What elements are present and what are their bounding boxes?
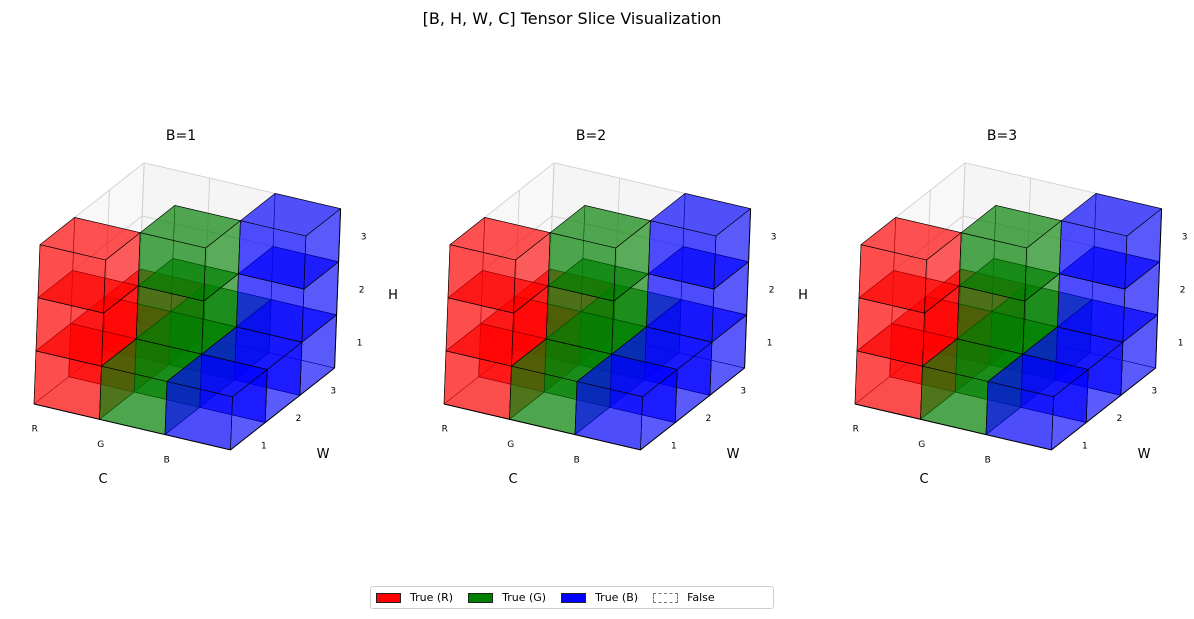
y-axis-title: W bbox=[727, 447, 740, 462]
x-tick-label: G bbox=[918, 440, 925, 450]
legend-item-g: True (G) bbox=[468, 591, 546, 604]
x-tick-label: G bbox=[97, 440, 104, 450]
panel-title: B=3 bbox=[987, 128, 1017, 144]
voxel-b bbox=[238, 193, 341, 290]
z-tick-label: 3 bbox=[771, 232, 777, 242]
y-axis-title: W bbox=[317, 447, 330, 462]
z-tick-label: 1 bbox=[1178, 338, 1184, 348]
y-tick-label: 2 bbox=[1117, 414, 1123, 424]
panel-title: B=1 bbox=[166, 128, 196, 144]
legend: True (R) True (G) True (B) False bbox=[370, 586, 774, 609]
panel-2: B=2 R G B 1 2 3 1 2 3 C W H bbox=[442, 128, 808, 487]
x-axis-line bbox=[443, 403, 641, 451]
voxel-b bbox=[985, 353, 1089, 451]
voxel-b bbox=[648, 193, 751, 290]
z-tick-label: 2 bbox=[1180, 285, 1186, 295]
x-axis-title: C bbox=[98, 472, 107, 487]
z-tick-label: 1 bbox=[767, 338, 773, 348]
x-axis-line bbox=[33, 403, 231, 451]
legend-swatch-g bbox=[468, 592, 494, 603]
x-tick-label: R bbox=[853, 425, 859, 435]
voxel-r bbox=[858, 217, 962, 314]
legend-label-r: True (R) bbox=[410, 591, 454, 604]
x-tick-label: B bbox=[985, 455, 991, 465]
y-axis-line bbox=[1051, 367, 1156, 451]
x-axis-title: C bbox=[919, 472, 928, 487]
voxel-face bbox=[37, 244, 106, 314]
y-tick-label: 1 bbox=[261, 441, 267, 451]
legend-item-r: True (R) bbox=[376, 591, 453, 604]
z-axis-title: H bbox=[388, 288, 398, 303]
voxel-g bbox=[547, 205, 651, 302]
z-tick-label: 3 bbox=[361, 232, 367, 242]
z-axis-line bbox=[744, 208, 752, 369]
panel-title: B=2 bbox=[576, 128, 606, 144]
voxel-r bbox=[447, 217, 551, 314]
panels: B=1 R G B 1 2 3 1 2 3 C W H B=2 R G B 1 2 3 1 2 3 C W H B=3 R G B 1 2 3 1… bbox=[32, 128, 1188, 487]
x-tick-label: R bbox=[442, 425, 448, 435]
legend-label-false: False bbox=[687, 591, 715, 604]
y-tick-label: 3 bbox=[330, 387, 336, 397]
z-tick-label: 2 bbox=[769, 285, 775, 295]
z-tick-label: 1 bbox=[357, 338, 363, 348]
z-axis-line bbox=[1155, 208, 1163, 369]
panel-3: B=3RGB123123CWH bbox=[853, 128, 1188, 487]
y-axis-line bbox=[230, 367, 335, 451]
z-axis-line bbox=[334, 208, 342, 369]
z-tick-label: 3 bbox=[1182, 232, 1188, 242]
figure-title: [B, H, W, C] Tensor Slice Visualization bbox=[423, 9, 722, 28]
voxel-b bbox=[164, 353, 268, 451]
z-axis-title: H bbox=[798, 288, 808, 303]
voxel-g bbox=[99, 338, 202, 435]
legend-label-g: True (G) bbox=[502, 591, 547, 604]
legend-item-b: True (B) bbox=[561, 591, 638, 604]
x-axis-title: C bbox=[508, 472, 517, 487]
x-tick-label: G bbox=[507, 440, 514, 450]
legend-item-false: False bbox=[653, 591, 715, 604]
x-tick-label: R bbox=[32, 425, 38, 435]
z-tick-label: 2 bbox=[359, 285, 365, 295]
y-tick-label: 1 bbox=[671, 441, 677, 451]
voxel-g bbox=[137, 205, 241, 302]
y-tick-label: 3 bbox=[1151, 387, 1157, 397]
voxel-b bbox=[1059, 193, 1162, 290]
voxel-face bbox=[858, 244, 927, 314]
voxel-r bbox=[37, 217, 141, 314]
voxel-face bbox=[447, 244, 516, 314]
voxels bbox=[443, 193, 751, 451]
y-axis-title: W bbox=[1138, 447, 1151, 462]
panel-1: B=1 R G B 1 2 3 1 2 3 C W H bbox=[32, 128, 398, 487]
voxel-g bbox=[509, 338, 613, 435]
x-axis-line bbox=[854, 403, 1052, 451]
y-tick-label: 2 bbox=[296, 414, 302, 424]
legend-swatch-r bbox=[376, 592, 401, 603]
legend-label-b: True (B) bbox=[595, 591, 639, 604]
voxels bbox=[854, 193, 1162, 451]
y-tick-label: 2 bbox=[706, 414, 712, 424]
legend-swatch-b bbox=[561, 592, 587, 603]
x-tick-label: B bbox=[164, 455, 170, 465]
axes: R G B 1 2 3 1 2 3 C W H bbox=[32, 208, 398, 487]
voxel-g bbox=[958, 205, 1062, 302]
x-tick-label: B bbox=[574, 455, 580, 465]
axes: R G B 1 2 3 1 2 3 C W H bbox=[442, 208, 808, 487]
legend-swatch-false bbox=[653, 592, 679, 603]
y-tick-label: 1 bbox=[1082, 441, 1088, 451]
voxels bbox=[33, 193, 341, 451]
y-axis-line bbox=[640, 367, 745, 451]
y-tick-label: 3 bbox=[740, 387, 746, 397]
